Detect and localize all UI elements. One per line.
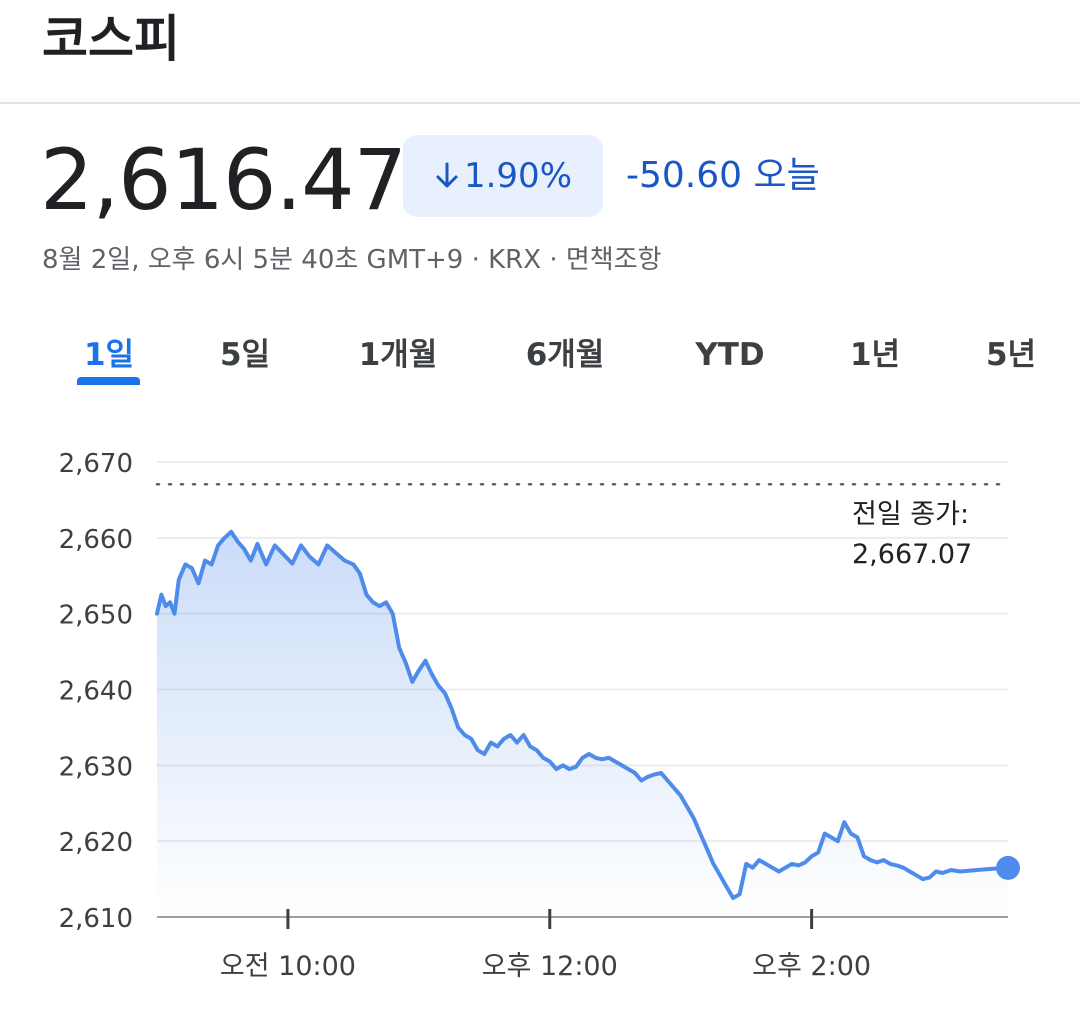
previous-close-label: 전일 종가: [852,499,970,530]
tab-1d[interactable]: 1일 [83,337,135,373]
change-value: -50.60 오늘 [626,155,820,196]
previous-close-annotation: 전일 종가: 2,667.07 [852,495,972,575]
last-point-marker [996,855,1020,880]
y-tick-label: 2,670 [59,449,133,479]
current-price: 2,616.47 [40,131,407,229]
series-line [155,529,1010,900]
tab-5y[interactable]: 5년 [985,337,1037,373]
y-tick-label: 2,640 [59,677,133,707]
y-tick-label: 2,610 [59,904,133,934]
header: 코스피 [0,0,1080,104]
page-title: 코스피 [42,10,180,68]
previous-close-value: 2,667.07 [852,539,973,570]
arrow-down-icon [434,161,460,191]
tab-6m[interactable]: 6개월 [525,337,605,373]
quote-meta: 8월 2일, 오후 6시 5분 40초 GMT+9 · KRX · 면책조항 [42,245,662,275]
change-percent-value: 1.90% [463,156,572,196]
y-tick-label: 2,650 [59,601,133,631]
range-tabs: 1일 5일 1개월 6개월 YTD 1년 5년 [0,325,1080,395]
active-tab-indicator [77,377,140,385]
tab-ytd[interactable]: YTD [695,337,765,373]
x-tick-label: 오후 2:00 [752,951,871,982]
y-tick-label: 2,660 [59,525,133,555]
x-tick-label: 오전 10:00 [220,951,356,982]
y-tick-label: 2,630 [59,752,133,782]
tab-1y[interactable]: 1년 [849,337,901,373]
y-tick-label: 2,620 [59,828,133,858]
tab-1m[interactable]: 1개월 [358,337,438,373]
change-percent-badge: 1.90% [403,135,603,217]
series-area [157,531,1008,917]
price-chart[interactable]: 2,610 2,620 2,630 2,640 2,650 2,660 2,670 오전 10… [0,420,1080,1009]
tab-5d[interactable]: 5일 [219,337,271,373]
x-tick-label: 오후 12:00 [482,951,618,982]
